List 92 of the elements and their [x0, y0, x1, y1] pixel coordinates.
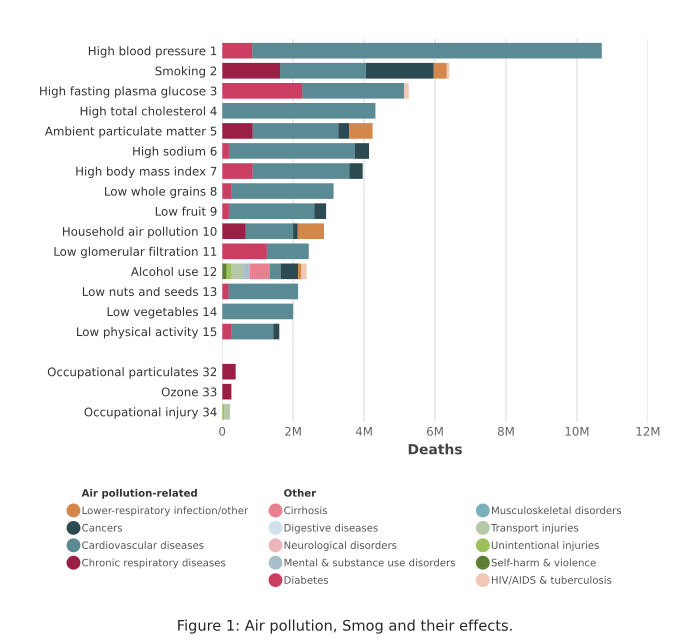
text: Air pollution-related: [82, 488, 197, 499]
legend-label: Cirrhosis: [284, 506, 327, 514]
bar: [222, 284, 229, 300]
bar: [302, 82, 404, 99]
y-tick-label: Ozone 33: [162, 387, 216, 396]
y-tick-label: Low nuts and seeds 13: [82, 286, 216, 296]
bar: [273, 324, 280, 340]
bar: [222, 123, 253, 139]
bar: [252, 123, 339, 139]
x-tick-label: 8M: [498, 426, 514, 436]
y-tick-label: High fasting plasma glucose 3: [40, 86, 216, 98]
legend-label: Lower-respiratory infection/other: [82, 506, 248, 516]
x-tick-label: 4M: [356, 427, 372, 436]
bar: [354, 143, 370, 159]
y-tick-label: High total cholesterol 4: [80, 106, 217, 118]
y-tick-label: Low vegetables 14: [108, 306, 217, 318]
bar: [280, 62, 366, 79]
bar: [222, 62, 280, 79]
bar: [228, 143, 355, 159]
bar: [298, 223, 324, 240]
x-tick-label: 12M: [636, 426, 660, 436]
bar: [222, 42, 252, 58]
y-tick-label: Occupational injury 34: [84, 407, 217, 419]
bar: [222, 324, 232, 340]
bar: [350, 163, 363, 179]
bar: [270, 264, 281, 280]
bar: [231, 264, 244, 280]
bar: [280, 264, 298, 280]
bar: [252, 42, 602, 58]
bar: [250, 264, 270, 280]
bar: [301, 264, 307, 280]
y-tick-label: Ambient particulate matter 5: [44, 126, 216, 138]
legend-label: Cancers: [82, 524, 122, 532]
bar: [252, 163, 350, 179]
bar: [349, 123, 373, 139]
legend-label: Mental & substance use disorders: [284, 558, 455, 566]
legend-label: Neurological disorders: [284, 541, 396, 551]
legend-label: Unintentional injuries: [492, 541, 599, 551]
bar: [222, 163, 253, 179]
bar: [228, 203, 314, 219]
legend-label: Musculoskeletal disorders: [492, 506, 622, 514]
legend-label: Transport injuries: [490, 524, 578, 534]
y-tick-label: Household air pollution 10: [62, 226, 217, 238]
y-tick-label: High blood pressure 1: [88, 46, 216, 58]
bar: [404, 82, 409, 99]
bar: [222, 143, 229, 159]
bar: [231, 183, 334, 199]
bar: [222, 384, 232, 400]
bar: [266, 243, 309, 260]
bar: [293, 223, 298, 240]
bar: [222, 364, 236, 380]
bar: [222, 223, 246, 240]
x-tick-label: 0: [219, 426, 226, 436]
bar: [226, 264, 232, 280]
y-tick-label: Occupational particulates 32: [48, 367, 216, 379]
bar: [222, 264, 226, 280]
y-tick-label: High sodium 6: [133, 146, 217, 158]
bar: [222, 304, 294, 320]
x-tick-label: 6M: [427, 426, 443, 436]
bar: [246, 223, 294, 240]
bar: [224, 404, 230, 420]
y-tick-label: Low physical activity 15: [77, 327, 216, 338]
bar: [338, 123, 350, 139]
y-tick-label: Low fruit 9: [156, 206, 216, 216]
y-tick-label: Low glomerular filtration 11: [54, 246, 216, 258]
legend-label: Diabetes: [284, 576, 328, 584]
x-axis-title: Deaths: [408, 444, 462, 454]
y-tick-label: Low whole grains 8: [105, 186, 217, 198]
x-tick-label: 10M: [566, 426, 588, 436]
legend-label: HIV/AIDS & tuberculosis: [492, 576, 612, 585]
bar: [228, 284, 298, 300]
bar: [222, 203, 229, 219]
legend-label: Self-harm & violence: [492, 558, 596, 566]
bar: [222, 103, 376, 119]
y-tick-label: High body mass index 7: [76, 166, 216, 178]
caption: Figure 1: Air pollution, Smog and their effects.: [178, 620, 512, 634]
bar: [231, 324, 274, 340]
bar: [434, 62, 447, 79]
bar: [314, 203, 326, 219]
bar: [298, 264, 302, 280]
y-tick-label: Alcohol use 12: [130, 266, 216, 276]
legend-label: Digestive diseases: [284, 524, 378, 534]
legend-label: Cardiovascular diseases: [82, 541, 204, 550]
bar: [243, 264, 250, 280]
y-tick-label: Smoking 2: [156, 66, 216, 78]
bar: [222, 243, 267, 260]
bar: [222, 82, 302, 99]
bar: [366, 62, 434, 79]
bar: [222, 183, 232, 199]
text: Other: [284, 488, 316, 497]
x-tick-label: 2M: [285, 426, 301, 436]
legend-label: Chronic respiratory diseases: [82, 558, 226, 568]
